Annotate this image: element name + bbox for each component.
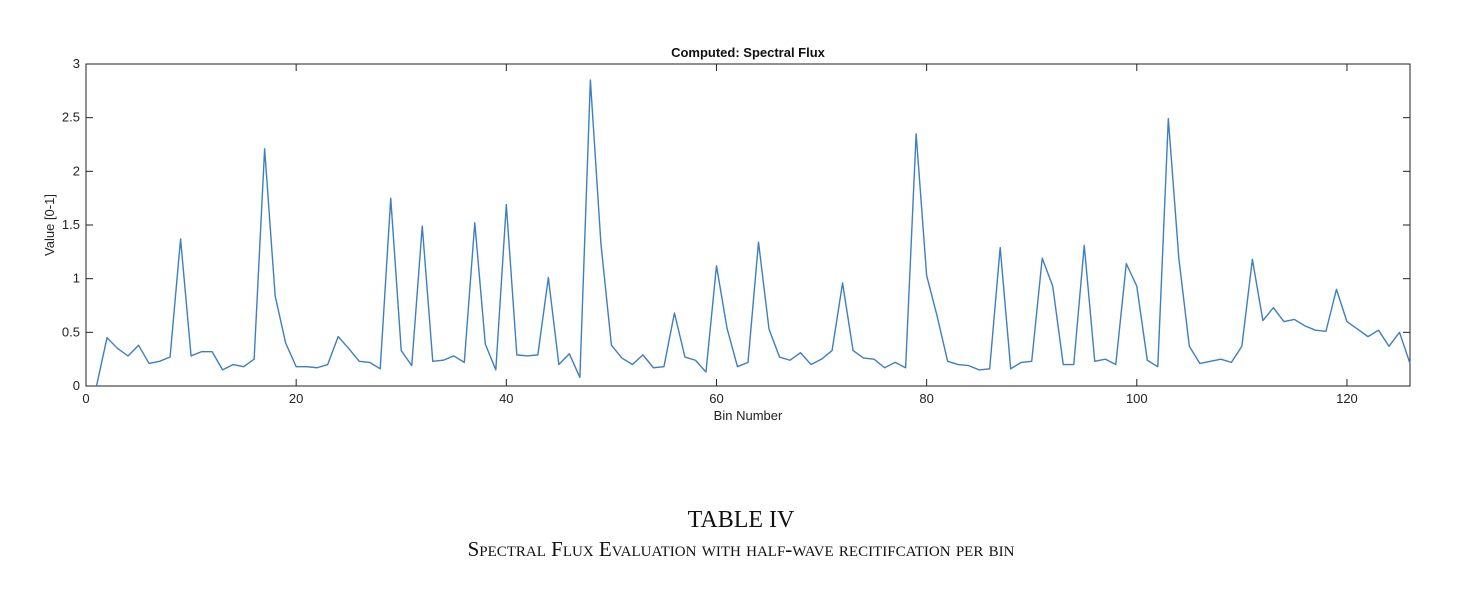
x-tick-label: 100 bbox=[1126, 391, 1148, 406]
x-tick-label: 80 bbox=[919, 391, 933, 406]
table-number: TABLE IV bbox=[687, 507, 795, 533]
y-tick-label: 0 bbox=[73, 378, 80, 393]
y-tick-label: 2.5 bbox=[62, 110, 80, 125]
y-axis: 0 0.5 1 1.5 2 2.5 3 bbox=[62, 56, 1410, 393]
y-tick-label: 1 bbox=[73, 271, 80, 286]
x-tick-label: 60 bbox=[709, 391, 723, 406]
y-tick-label: 2 bbox=[73, 163, 80, 178]
x-axis-label: Bin Number bbox=[714, 408, 783, 423]
plot-area bbox=[85, 63, 1411, 387]
spectral-flux-chart: Computed: Spectral Flux 0 20 40 60 80 100 120 … bbox=[42, 45, 1411, 423]
x-axis: 0 20 40 60 80 100 120 bbox=[82, 64, 1358, 406]
y-axis-label: Value [0-1] bbox=[42, 194, 57, 256]
y-tick-label: 1.5 bbox=[62, 217, 80, 232]
x-tick-label: 0 bbox=[82, 391, 89, 406]
table-caption: TABLE IV Spectral Flux Evaluation with h… bbox=[0, 504, 1482, 562]
series-group bbox=[95, 79, 1411, 387]
chart-title: Computed: Spectral Flux bbox=[671, 45, 826, 60]
series-line bbox=[95, 79, 1411, 387]
y-tick-label: 0.5 bbox=[62, 324, 80, 339]
table-description: Spectral Flux Evaluation with half-wave … bbox=[467, 537, 1015, 561]
y-tick-label: 3 bbox=[73, 56, 80, 71]
x-tick-label: 120 bbox=[1336, 391, 1358, 406]
x-tick-label: 40 bbox=[499, 391, 513, 406]
x-tick-label: 20 bbox=[289, 391, 303, 406]
